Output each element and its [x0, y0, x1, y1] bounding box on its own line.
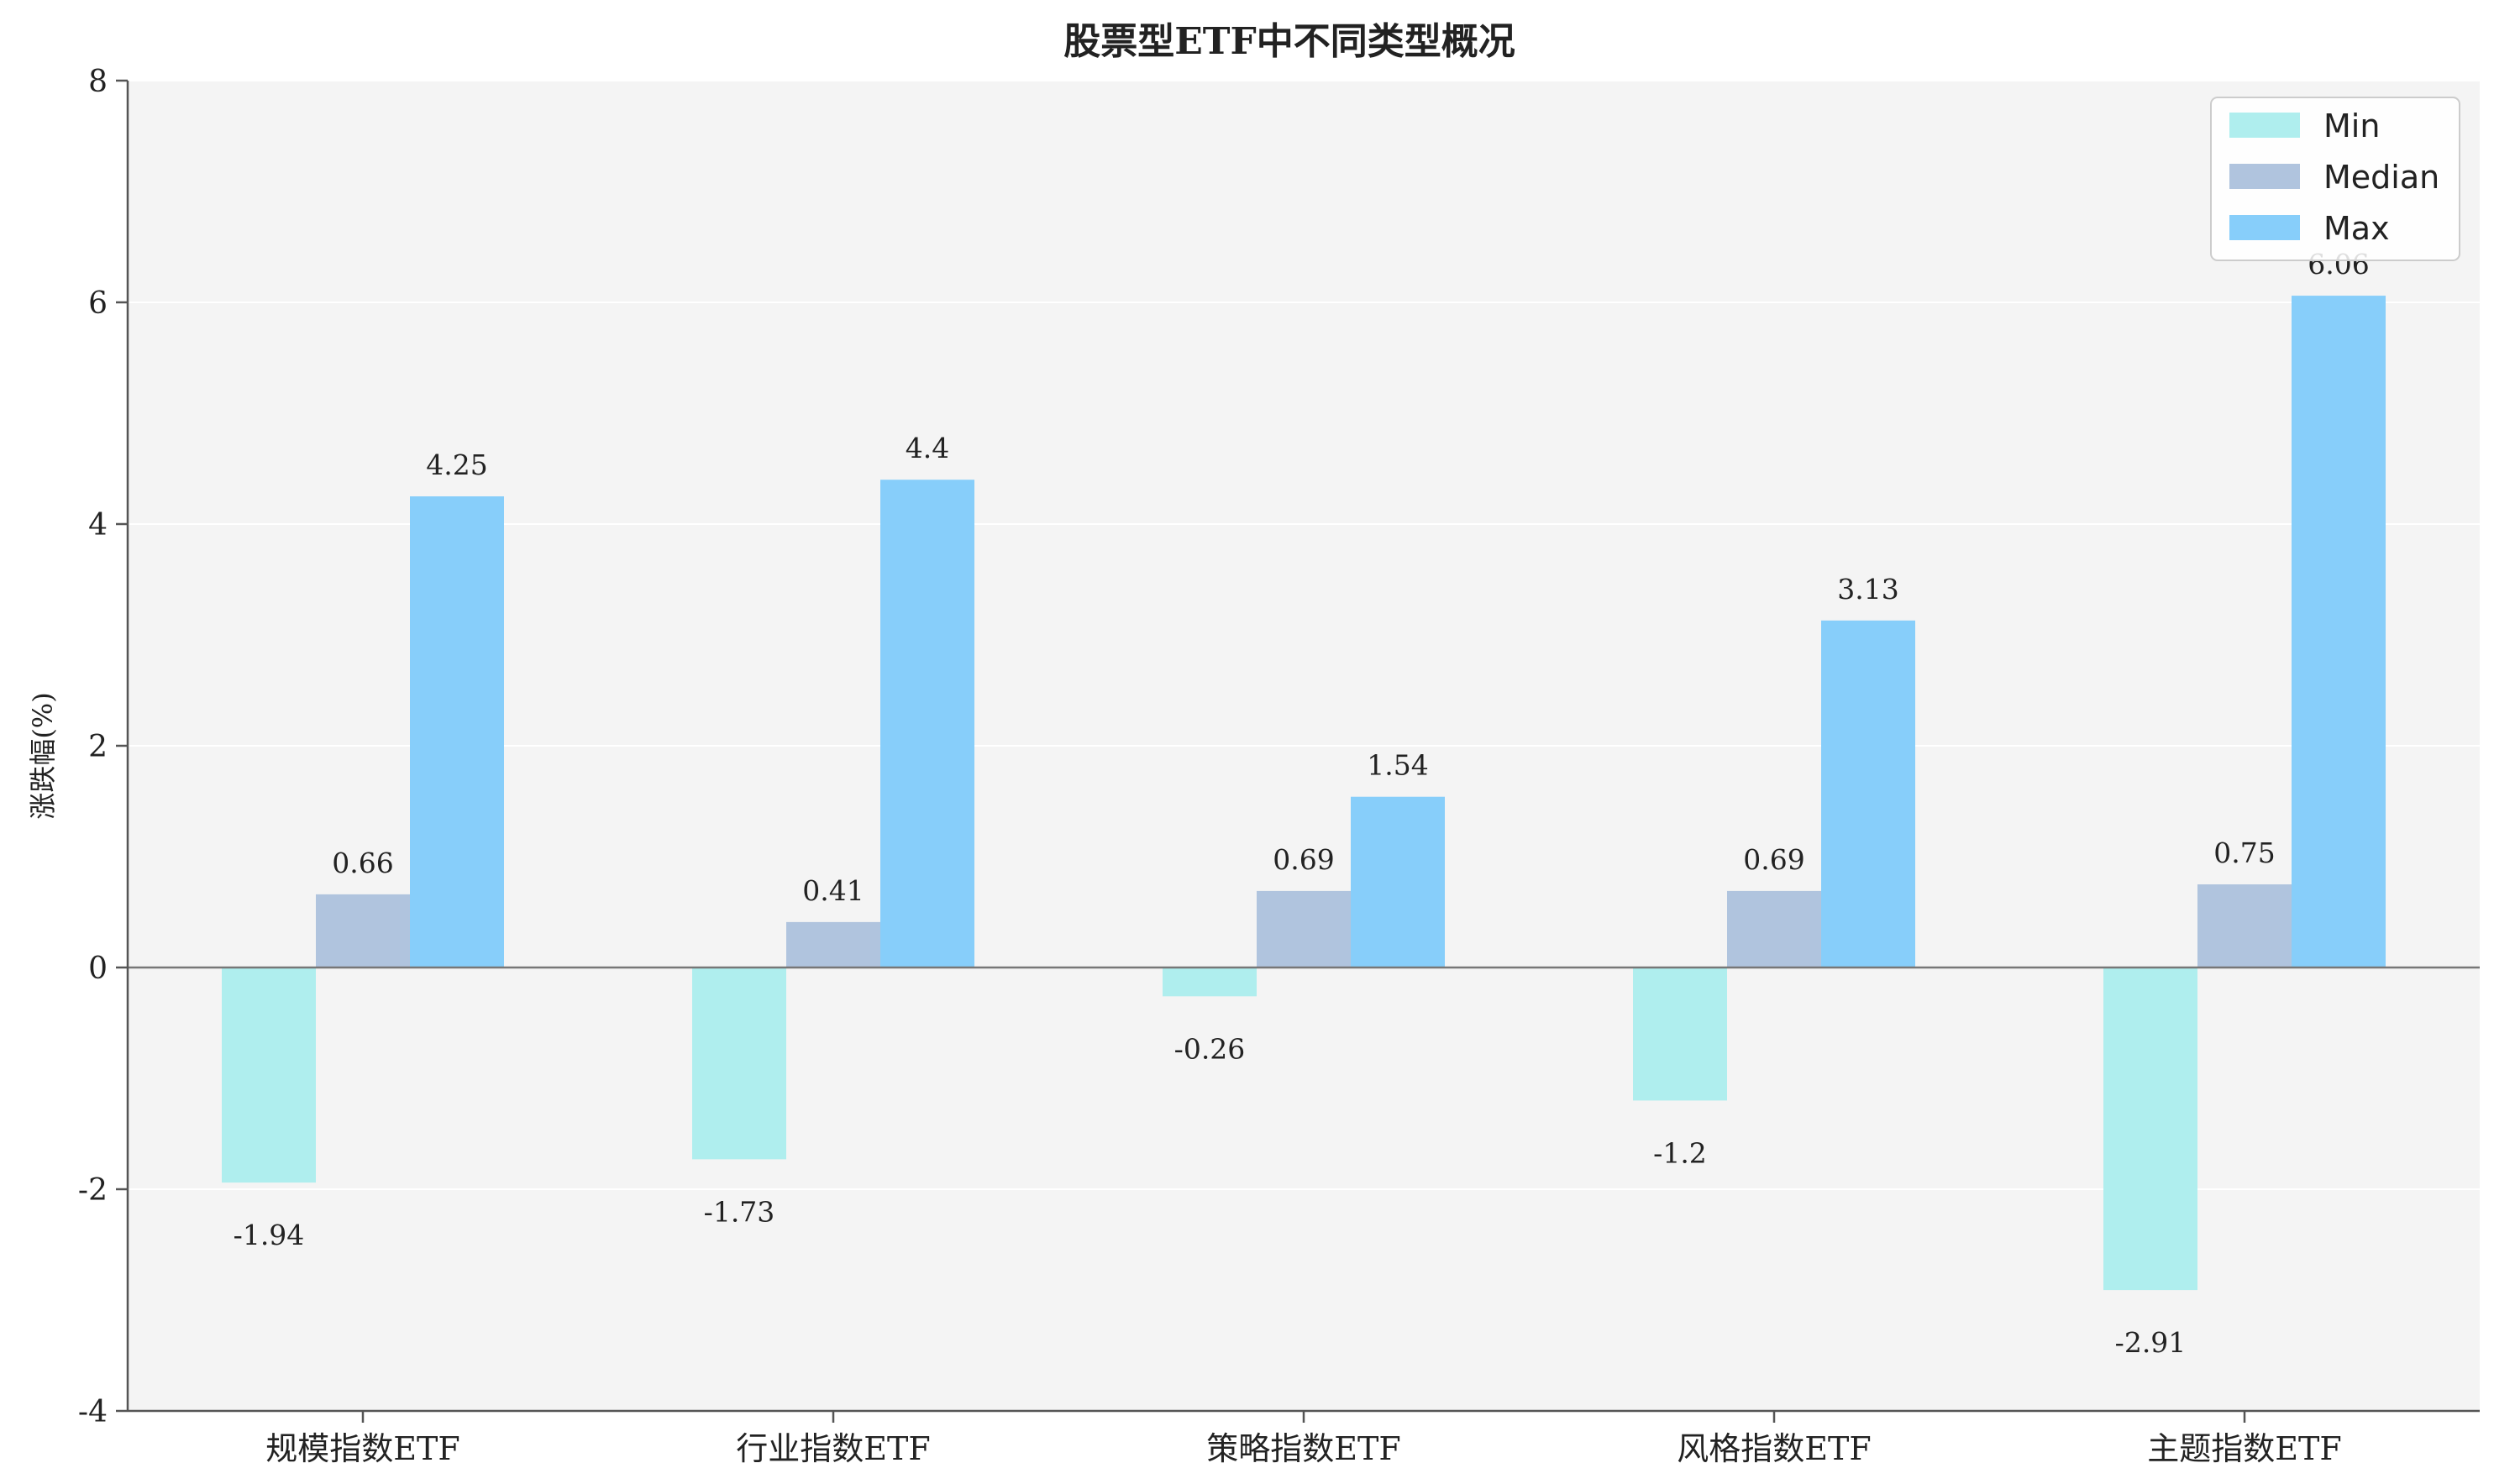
bar-median-3: [1257, 890, 1351, 967]
bar-median-2: [786, 921, 880, 967]
bar-max-3: [1351, 796, 1445, 967]
data-label-max-1: 4.25: [426, 448, 487, 481]
data-label-median-4: 0.69: [1743, 843, 1804, 876]
y-tick-label: 0: [88, 952, 108, 986]
x-tick-label-2: 行业指数ETF: [736, 1430, 930, 1467]
y-tick-label: -4: [78, 1395, 108, 1429]
bar-max-1: [410, 496, 504, 967]
data-label-min-3: -0.26: [1174, 1032, 1246, 1065]
data-label-max-2: 4.4: [906, 432, 949, 464]
legend-label-median: Median: [2323, 159, 2439, 196]
data-label-min-5: -2.91: [2115, 1326, 2187, 1359]
legend-swatch-max: [2229, 215, 2300, 240]
chart-title: 股票型ETF中不同类型概况: [1063, 20, 1515, 63]
bar-min-4: [1633, 967, 1727, 1101]
bar-median-1: [316, 894, 410, 967]
bar-max-4: [1821, 620, 1915, 967]
y-tick-label: 6: [88, 286, 108, 321]
series-median: [316, 884, 2292, 967]
series-max: [410, 296, 2386, 968]
y-tick-label: 4: [88, 508, 108, 543]
legend-label-min: Min: [2323, 107, 2380, 144]
data-label-median-1: 0.66: [332, 847, 393, 879]
bar-median-4: [1727, 890, 1821, 967]
legend-swatch-median: [2229, 164, 2300, 189]
data-label-median-3: 0.69: [1273, 843, 1334, 876]
x-tick-label-3: 策略指数ETF: [1206, 1430, 1400, 1467]
data-label-max-4: 3.13: [1837, 573, 1898, 606]
y-axis-label: 涨跌幅(%): [27, 692, 59, 819]
bar-min-2: [692, 967, 786, 1160]
series-min: [222, 967, 2197, 1291]
data-label-max-3: 1.54: [1367, 749, 1428, 782]
legend-swatch-min: [2229, 113, 2300, 138]
y-tick-label: 8: [88, 65, 108, 99]
bar-max-2: [880, 480, 974, 967]
data-label-min-4: -1.2: [1653, 1136, 1707, 1169]
legend-label-max: Max: [2323, 210, 2390, 247]
bar-median-5: [2197, 884, 2292, 967]
bar-max-5: [2292, 296, 2386, 968]
y-tick-label: 2: [88, 730, 108, 764]
x-tick-label-1: 规模指数ETF: [265, 1430, 459, 1467]
data-label-median-5: 0.75: [2213, 836, 2275, 869]
data-label-min-1: -1.94: [234, 1219, 305, 1251]
x-tick-label-5: 主题指数ETF: [2147, 1430, 2341, 1467]
data-label-min-2: -1.73: [704, 1195, 775, 1228]
data-label-median-2: 0.41: [802, 874, 864, 907]
y-tick-label: -2: [78, 1173, 108, 1208]
bar-min-3: [1163, 967, 1257, 997]
x-tick-label-4: 风格指数ETF: [1677, 1430, 1871, 1467]
bar-min-1: [222, 967, 316, 1183]
bar-min-5: [2103, 967, 2197, 1291]
